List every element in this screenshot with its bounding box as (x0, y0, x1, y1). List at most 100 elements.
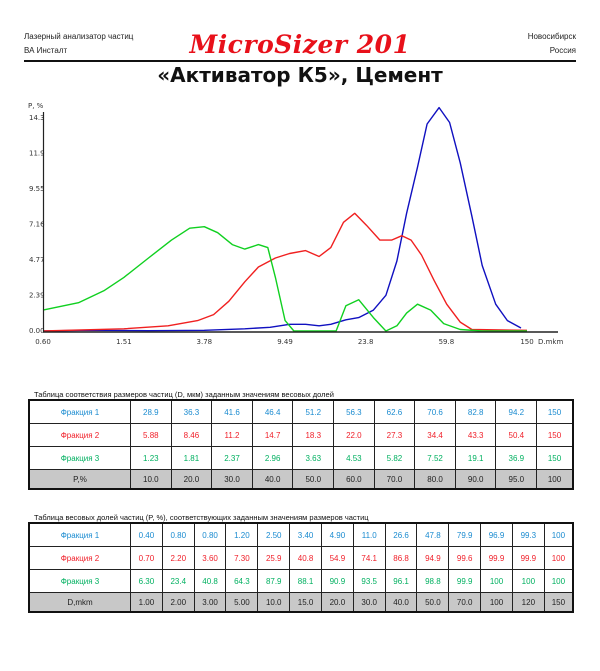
x-tick-label: 9.49 (277, 338, 293, 346)
table-cell: 2.50 (257, 522, 291, 547)
axis-cell: 70.0 (448, 592, 482, 613)
fraction-table: Фракция 1 0.40 0.80 0.80 1.20 2.50 3.40 4.90 11.… (28, 522, 574, 613)
table-cell: 99.6 (448, 546, 482, 570)
y-tick-label: 14.3 (29, 114, 45, 122)
axis-cell: 30.0 (352, 592, 386, 613)
table-cell: 3.63 (292, 446, 335, 470)
y-axis-label: P, % (28, 102, 44, 110)
table-cell: 7.52 (414, 446, 456, 470)
table-row: Фракция 3 1.23 1.81 2.37 2.96 3.63 4.53 5.82 7.5… (28, 446, 574, 470)
table-cell: 150 (536, 446, 574, 470)
table-cell: 100 (480, 569, 513, 593)
device-name: Лазерный анализатор частиц (24, 32, 134, 41)
table-cell: 51.2 (292, 399, 335, 424)
row-label: Фракция 3 (28, 569, 131, 593)
series-line (42, 106, 522, 332)
table-cell: 36.9 (495, 446, 538, 470)
table-cell: 0.80 (193, 522, 227, 547)
table-cell: 5.88 (130, 423, 172, 447)
table-cell: 43.3 (454, 423, 497, 447)
table-cell: 22.0 (333, 423, 375, 447)
table-cell: 99.3 (511, 522, 545, 547)
x-tick-label: 150 (520, 338, 533, 346)
table-cell: 28.9 (130, 399, 172, 424)
table-cell: 36.3 (170, 399, 213, 424)
table-cell: 100 (511, 569, 545, 593)
table-cell: 1.20 (225, 522, 259, 547)
table-row: Фракция 3 6.30 23.4 40.8 64.3 87.9 88.1 90.9 93.… (28, 569, 574, 593)
axis-cell: 100 (480, 592, 513, 613)
header-divider (24, 60, 576, 62)
row-label: Фракция 3 (28, 446, 131, 470)
table-cell: 47.8 (416, 522, 450, 547)
y-tick-label: 0.00 (29, 327, 45, 335)
table-cell: 86.8 (384, 546, 418, 570)
table-cell: 2.20 (161, 546, 195, 570)
table-cell: 54.9 (320, 546, 354, 570)
table-cell: 88.1 (289, 569, 322, 593)
axis-cell: 30.0 (211, 469, 253, 490)
table-cell: 25.9 (257, 546, 291, 570)
table-cell: 4.53 (333, 446, 375, 470)
table-cell: 0.40 (130, 522, 163, 547)
axis-cell: 5.00 (225, 592, 259, 613)
table-cell: 79.9 (448, 522, 482, 547)
x-tick-label: 1.51 (116, 338, 132, 346)
size-table: Фракция 1 28.9 36.3 41.6 46.4 51.2 56.3 62.6 70.… (28, 399, 574, 490)
table-cell: 7.30 (225, 546, 259, 570)
axis-row-label: D,mkm (28, 592, 131, 613)
company-name: ВА Инсталт (24, 46, 68, 55)
table-cell: 2.96 (251, 446, 294, 470)
axis-cell: 60.0 (333, 469, 375, 490)
axis-cell: 10.0 (130, 469, 172, 490)
axis-row-label: P,% (28, 469, 131, 490)
axis-cell: 150 (543, 592, 574, 613)
axis-cell: 40.0 (251, 469, 294, 490)
city: Новосибирск (527, 32, 576, 41)
table-cell: 94.2 (495, 399, 538, 424)
table-cell: 150 (536, 423, 574, 447)
table-cell: 74.1 (352, 546, 386, 570)
country: Россия (549, 46, 576, 55)
y-tick-label: 9.55 (29, 185, 45, 193)
table-cell: 2.37 (211, 446, 253, 470)
axis-cell: 3.00 (193, 592, 227, 613)
axis-cell: 20.0 (320, 592, 354, 613)
table-cell: 100 (543, 546, 574, 570)
table1-caption: Таблица соответствия размеров частиц (D,… (34, 390, 334, 399)
table-cell: 40.8 (193, 569, 227, 593)
table-cell: 6.30 (130, 569, 163, 593)
table-cell: 96.9 (480, 522, 513, 547)
x-axis-label: D.mkm (538, 338, 563, 346)
y-tick-label: 4.77 (29, 256, 45, 264)
series-line (42, 212, 528, 332)
table-row: Фракция 2 0.70 2.20 3.60 7.30 25.9 40.8 54.9 74.… (28, 546, 574, 570)
axis-cell: 90.0 (454, 469, 497, 490)
table-cell: 70.6 (414, 399, 456, 424)
axis-cell: 100 (536, 469, 574, 490)
table-cell: 50.4 (495, 423, 538, 447)
table-cell: 1.81 (170, 446, 213, 470)
axis-cell: 10.0 (257, 592, 291, 613)
axis-cell: 40.0 (384, 592, 418, 613)
table-cell: 3.60 (193, 546, 227, 570)
axis-cell: 70.0 (373, 469, 416, 490)
axis-cell: 2.00 (161, 592, 195, 613)
table-cell: 14.7 (251, 423, 294, 447)
x-tick-label: 23.8 (358, 338, 374, 346)
table-cell: 98.8 (416, 569, 450, 593)
x-tick-label: 0.60 (35, 338, 51, 346)
series-line (42, 225, 527, 332)
axis-cell: 95.0 (495, 469, 538, 490)
table-cell: 99.9 (511, 546, 545, 570)
y-tick-label: 7.16 (29, 220, 45, 228)
x-tick-label: 59.8 (439, 338, 455, 346)
x-axis-ticks: 0.60 1.51 3.78 9.49 23.8 59.8 150 (35, 338, 533, 346)
table-cell: 18.3 (292, 423, 335, 447)
table-cell: 99.9 (448, 569, 482, 593)
table-cell: 82.8 (454, 399, 497, 424)
axis-row: D,mkm 1.00 2.00 3.00 5.00 10.0 15.0 20.0 30.0 40.… (28, 592, 574, 613)
table-cell: 0.70 (130, 546, 163, 570)
table-cell: 11.2 (211, 423, 253, 447)
table-cell: 90.9 (320, 569, 354, 593)
